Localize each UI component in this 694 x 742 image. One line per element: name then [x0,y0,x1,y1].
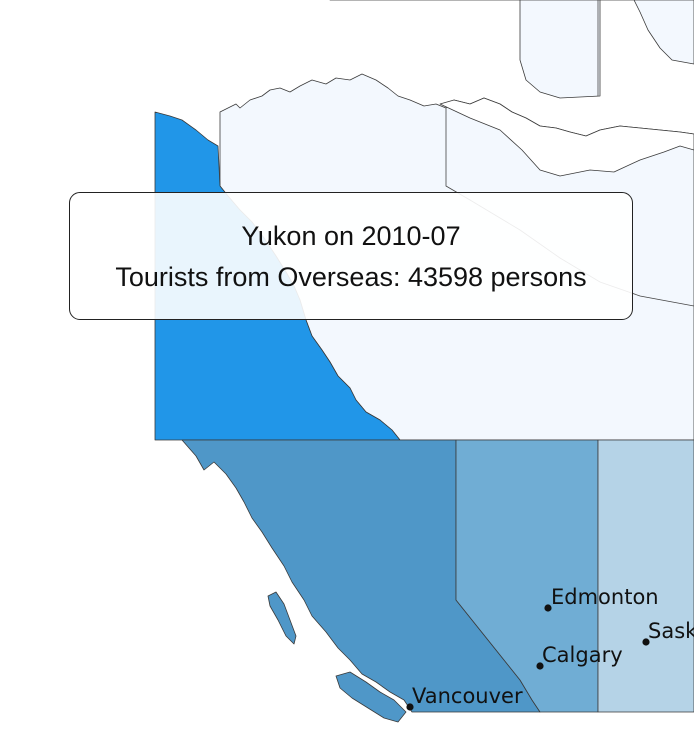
city-dot [642,638,650,646]
region-haida-gwaii[interactable] [267,591,297,645]
city-vancouver: Vancouver [406,684,523,711]
city-calgary: Calgary [536,643,623,670]
city-label: Calgary [542,643,623,667]
city-saskatoon: Sask [642,619,694,646]
region-vancouver-island[interactable] [335,671,407,723]
region-nunavut-island[interactable] [519,0,601,99]
hover-tooltip: Yukon on 2010-07 Tourists from Overseas:… [69,192,633,320]
tooltip-title: Yukon on 2010-07 [241,221,461,251]
city-edmonton: Edmonton [544,585,659,612]
city-label: Edmonton [551,585,659,609]
city-dot [536,662,544,670]
region-nunavut[interactable] [329,0,694,65]
city-dot [544,604,552,612]
bay-water [439,97,694,177]
city-label: Vancouver [412,684,523,708]
region-saskatchewan[interactable] [597,439,694,713]
city-dot [406,703,414,711]
tooltip-value: Tourists from Overseas: 43598 persons [115,262,587,292]
city-label: Sask [648,619,694,643]
